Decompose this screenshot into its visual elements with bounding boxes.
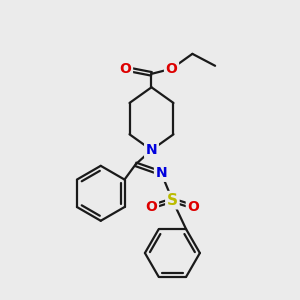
Text: O: O [188, 200, 199, 214]
Text: O: O [120, 62, 131, 76]
Text: N: N [155, 166, 167, 180]
Text: N: N [146, 143, 157, 157]
Text: S: S [167, 193, 178, 208]
Text: O: O [166, 62, 177, 76]
Text: O: O [146, 200, 158, 214]
